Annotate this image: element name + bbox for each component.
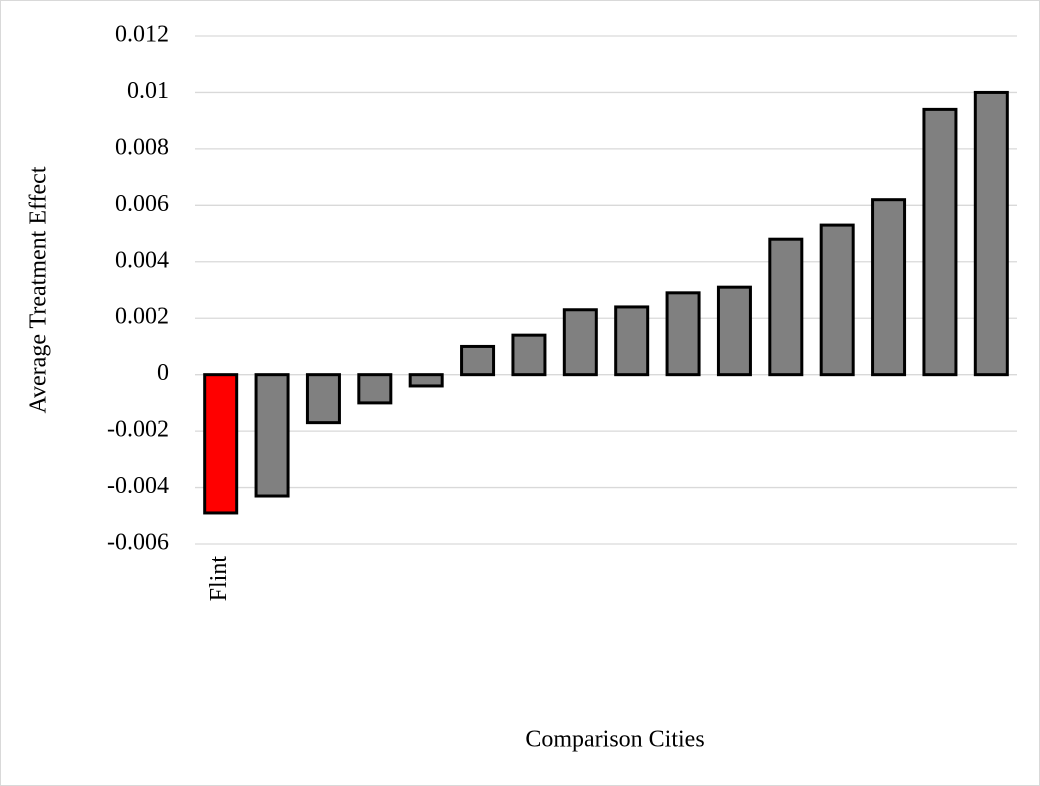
y-tick-label: 0.002 bbox=[115, 304, 169, 330]
bar bbox=[203, 373, 239, 515]
bar bbox=[511, 333, 547, 377]
y-tick-label: -0.006 bbox=[107, 530, 169, 556]
y-axis-title: Average Treatment Effect bbox=[26, 166, 52, 413]
bar bbox=[357, 373, 393, 405]
y-tick-label: 0.008 bbox=[115, 134, 169, 160]
y-tick-label: 0.01 bbox=[127, 78, 169, 104]
y-tick-label: -0.004 bbox=[107, 473, 169, 499]
y-tick-label: 0.012 bbox=[115, 22, 169, 48]
bar bbox=[665, 291, 701, 377]
bar bbox=[922, 107, 958, 377]
y-tick-label: 0 bbox=[157, 360, 169, 386]
bar bbox=[871, 198, 907, 377]
y-tick-label: -0.002 bbox=[107, 417, 169, 443]
y-tick-label: 0.004 bbox=[115, 247, 169, 273]
bar bbox=[254, 373, 290, 498]
bar bbox=[562, 308, 598, 377]
x-axis-title: Comparison Cities bbox=[525, 727, 704, 753]
x-tick-label: Flint bbox=[206, 556, 232, 602]
y-tick-label: 0.006 bbox=[115, 191, 169, 217]
bar bbox=[305, 373, 341, 425]
bar bbox=[460, 344, 496, 377]
bar bbox=[408, 373, 444, 388]
bar bbox=[768, 237, 804, 377]
bar bbox=[819, 223, 855, 377]
bar bbox=[614, 305, 650, 377]
bar bbox=[973, 90, 1009, 377]
bar bbox=[716, 285, 752, 377]
